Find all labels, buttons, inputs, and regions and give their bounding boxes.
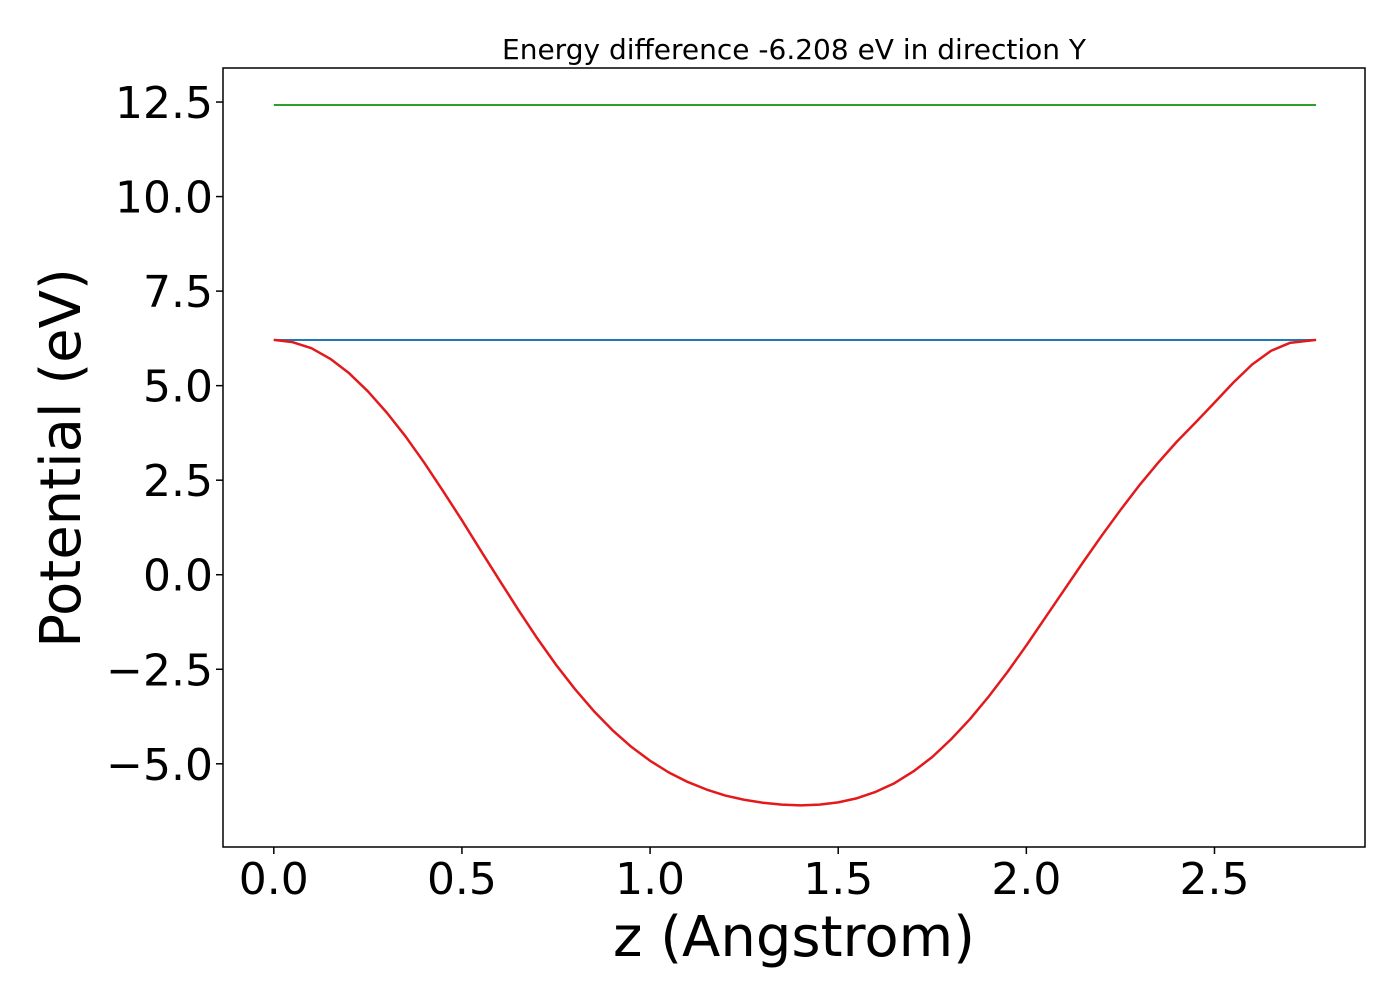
y-tick-label: −5.0 xyxy=(106,740,213,791)
series-layer xyxy=(273,104,1317,807)
plot-area xyxy=(222,67,1366,848)
y-tick-label: 12.5 xyxy=(115,78,213,129)
x-axis-ticks: 0.0 0.5 1.0 1.5 2.0 2.5 xyxy=(239,847,1249,905)
y-tick-label: 2.5 xyxy=(143,456,213,507)
x-tick-label: 2.0 xyxy=(991,854,1061,905)
y-axis-label: Potential (eV) xyxy=(29,268,94,648)
x-tick-label: 0.5 xyxy=(427,854,497,905)
y-tick-label: 5.0 xyxy=(143,362,213,413)
y-tick-label: 7.5 xyxy=(143,267,213,318)
x-tick-label: 1.5 xyxy=(803,854,873,905)
x-axis-label: z (Angstrom) xyxy=(613,905,975,970)
y-tick-label: 0.0 xyxy=(143,551,213,602)
x-tick-label: 0.0 xyxy=(239,854,309,905)
x-tick-label: 2.5 xyxy=(1179,854,1249,905)
chart-title: Energy difference -6.208 eV in direction… xyxy=(502,33,1087,66)
y-tick-label: −2.5 xyxy=(106,645,213,696)
series-curve-2 xyxy=(273,338,1317,807)
y-axis-ticks: −5.0 −2.5 0.0 2.5 5.0 7.5 10.0 12.5 xyxy=(106,78,223,791)
x-tick-label: 1.0 xyxy=(615,854,685,905)
y-tick-label: 10.0 xyxy=(115,173,213,224)
